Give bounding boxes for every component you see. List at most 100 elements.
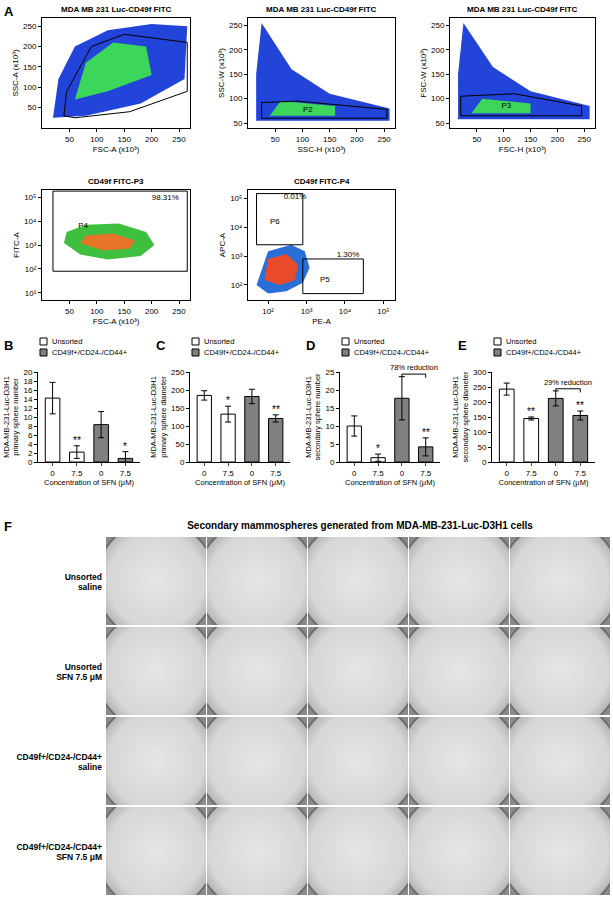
svg-text:20: 20 [325,386,334,395]
svg-text:0: 0 [250,469,255,478]
svg-text:MDA-MB-231-Luc-D3H1primary sph: MDA-MB-231-Luc-D3H1primary sphere diamet… [149,376,168,458]
svg-text:300: 300 [473,368,487,377]
svg-text:FITC-A: FITC-A [12,231,21,257]
svg-text:4: 4 [28,440,33,449]
svg-text:250: 250 [171,368,185,377]
svg-text:7.5: 7.5 [575,469,587,478]
svg-text:250: 250 [377,135,391,144]
svg-text:20: 20 [23,368,32,377]
svg-text:100: 100 [229,94,243,103]
svg-text:10³: 10³ [231,252,243,261]
svg-text:A: A [4,4,14,19]
svg-text:250: 250 [473,383,487,392]
svg-text:MDA MB 231 Luc-CD49f FITC: MDA MB 231 Luc-CD49f FITC [266,5,377,14]
svg-text:7.5: 7.5 [120,469,132,478]
svg-text:100: 100 [431,94,445,103]
svg-text:*: * [376,443,380,454]
svg-text:**: ** [422,427,430,438]
svg-text:200: 200 [171,386,185,395]
svg-text:SSC-H (x10³): SSC-H (x10³) [297,145,345,154]
svg-text:15: 15 [325,404,334,413]
svg-text:150: 150 [171,404,185,413]
svg-text:0.01%: 0.01% [284,192,307,201]
svg-text:10⁴: 10⁴ [24,217,37,226]
svg-text:MDA-MB-231-Luc-D3H1secondary s: MDA-MB-231-Luc-D3H1secondary sphere numb… [304,373,323,461]
svg-text:10¹: 10¹ [25,289,37,298]
svg-text:**: ** [272,404,280,415]
svg-text:10³: 10³ [25,241,37,250]
svg-text:150: 150 [23,63,37,72]
svg-text:*: * [226,395,230,406]
svg-text:7.5: 7.5 [270,469,282,478]
svg-text:APC-A: APC-A [218,232,227,257]
svg-text:0: 0 [50,469,55,478]
svg-text:25: 25 [325,368,334,377]
svg-text:0: 0 [180,458,185,467]
svg-text:150: 150 [229,70,243,79]
svg-text:FSC-H (x10³): FSC-H (x10³) [499,145,547,154]
svg-text:200: 200 [350,135,364,144]
svg-text:7.5: 7.5 [420,469,432,478]
svg-text:150: 150 [323,135,337,144]
svg-text:Unsorted: Unsorted [354,337,384,346]
svg-text:CD49f+/CD24-/CD44+: CD49f+/CD24-/CD44+ [52,348,128,357]
svg-text:CD49f+/CD24-/CD44+: CD49f+/CD24-/CD44+ [506,348,582,357]
svg-text:P2: P2 [303,105,313,114]
svg-text:MDA-MB-231-Luc-D3H1secondary s: MDA-MB-231-Luc-D3H1secondary sphere diam… [451,371,470,462]
svg-text:150: 150 [431,70,445,79]
svg-text:200: 200 [431,46,445,55]
svg-text:12: 12 [23,404,32,413]
svg-text:CD49f FITC-P3: CD49f FITC-P3 [88,177,144,186]
svg-text:MDA-MB-231-Luc-D3H1primary sph: MDA-MB-231-Luc-D3H1primary sphere number [2,376,21,458]
svg-text:Unsorted: Unsorted [204,337,234,346]
svg-text:1.30%: 1.30% [337,250,360,259]
svg-text:50: 50 [65,307,74,316]
svg-text:Unsorted: Unsorted [506,337,536,346]
svg-text:10: 10 [325,422,334,431]
svg-text:250: 250 [578,135,592,144]
svg-text:150: 150 [118,307,132,316]
svg-text:0: 0 [400,469,405,478]
svg-text:200: 200 [551,135,565,144]
svg-text:7.5: 7.5 [373,469,385,478]
svg-text:UnsortedSFN 7.5 μM: UnsortedSFN 7.5 μM [56,662,102,682]
svg-text:10⁵: 10⁵ [377,307,389,316]
svg-text:0: 0 [482,458,487,467]
svg-text:Concentration of SFN (μM): Concentration of SFN (μM) [499,478,589,487]
svg-text:**: ** [576,400,584,411]
svg-text:6: 6 [28,431,33,440]
svg-text:10³: 10³ [301,307,313,316]
svg-text:98.31%: 98.31% [152,193,179,202]
svg-text:P3: P3 [501,101,511,110]
svg-text:50: 50 [65,135,74,144]
svg-text:CD49f+/CD24-/CD44+SFN 7.5 μM: CD49f+/CD24-/CD44+SFN 7.5 μM [16,842,102,862]
svg-text:10⁴: 10⁴ [230,223,243,232]
svg-text:MDA MB 231 Luc-CD49f FITC: MDA MB 231 Luc-CD49f FITC [467,5,578,14]
svg-text:SSC-A (x10³): SSC-A (x10³) [11,49,20,96]
svg-text:50: 50 [175,440,184,449]
svg-text:14: 14 [23,395,32,404]
svg-text:10²: 10² [262,307,274,316]
svg-text:50: 50 [27,103,36,112]
svg-text:0: 0 [99,469,104,478]
svg-text:7.5: 7.5 [71,469,83,478]
svg-text:200: 200 [473,398,487,407]
svg-text:10⁴: 10⁴ [339,307,352,316]
svg-text:16: 16 [23,386,32,395]
svg-text:0: 0 [28,458,33,467]
svg-text:10⁵: 10⁵ [230,194,242,203]
svg-text:P6: P6 [270,217,280,226]
svg-text:PE-A: PE-A [312,317,331,326]
svg-text:100: 100 [90,307,104,316]
svg-text:100: 100 [171,422,185,431]
svg-text:200: 200 [145,135,159,144]
svg-text:0: 0 [554,469,559,478]
svg-text:250: 250 [23,22,37,31]
svg-text:2: 2 [28,449,33,458]
svg-text:150: 150 [473,413,487,422]
svg-text:250: 250 [172,135,186,144]
svg-text:50: 50 [233,119,242,128]
svg-text:200: 200 [23,42,37,51]
svg-text:CD49f+/CD24-/CD44+saline: CD49f+/CD24-/CD44+saline [16,752,102,772]
svg-text:CD49f+/CD24-/CD44+: CD49f+/CD24-/CD44+ [204,348,280,357]
